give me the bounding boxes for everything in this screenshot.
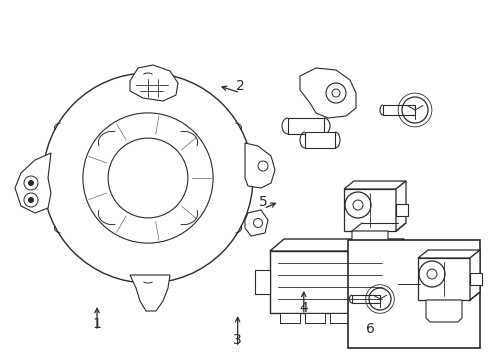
Text: 5: 5 bbox=[259, 195, 268, 208]
Polygon shape bbox=[245, 143, 275, 188]
Polygon shape bbox=[352, 231, 388, 253]
Bar bbox=[255, 270, 270, 294]
Text: 1: 1 bbox=[93, 317, 101, 331]
Bar bbox=[352, 295, 380, 303]
Text: 2: 2 bbox=[236, 79, 245, 93]
Text: 4: 4 bbox=[299, 301, 308, 315]
Bar bbox=[288, 118, 324, 134]
Bar bbox=[305, 132, 335, 148]
Bar bbox=[330, 313, 350, 323]
Polygon shape bbox=[300, 68, 356, 118]
Text: 3: 3 bbox=[233, 333, 242, 347]
Text: 6: 6 bbox=[367, 323, 375, 336]
Polygon shape bbox=[130, 65, 178, 101]
Bar bbox=[305, 313, 325, 323]
Polygon shape bbox=[426, 300, 462, 322]
Polygon shape bbox=[15, 153, 51, 213]
Bar bbox=[418, 258, 470, 300]
Bar bbox=[280, 313, 300, 323]
Bar bbox=[270, 251, 390, 313]
Polygon shape bbox=[245, 210, 268, 236]
Bar bbox=[390, 274, 398, 290]
Polygon shape bbox=[130, 275, 170, 311]
Polygon shape bbox=[270, 239, 404, 251]
Polygon shape bbox=[470, 250, 480, 300]
Bar bbox=[344, 189, 396, 231]
Polygon shape bbox=[396, 181, 406, 231]
Polygon shape bbox=[344, 181, 406, 189]
Polygon shape bbox=[396, 204, 408, 216]
Bar bbox=[383, 105, 415, 115]
Polygon shape bbox=[470, 273, 482, 285]
Circle shape bbox=[28, 180, 33, 185]
Circle shape bbox=[28, 198, 33, 202]
Polygon shape bbox=[418, 250, 480, 258]
Bar bbox=[348, 240, 480, 348]
Bar bbox=[355, 313, 375, 323]
Polygon shape bbox=[390, 239, 404, 313]
